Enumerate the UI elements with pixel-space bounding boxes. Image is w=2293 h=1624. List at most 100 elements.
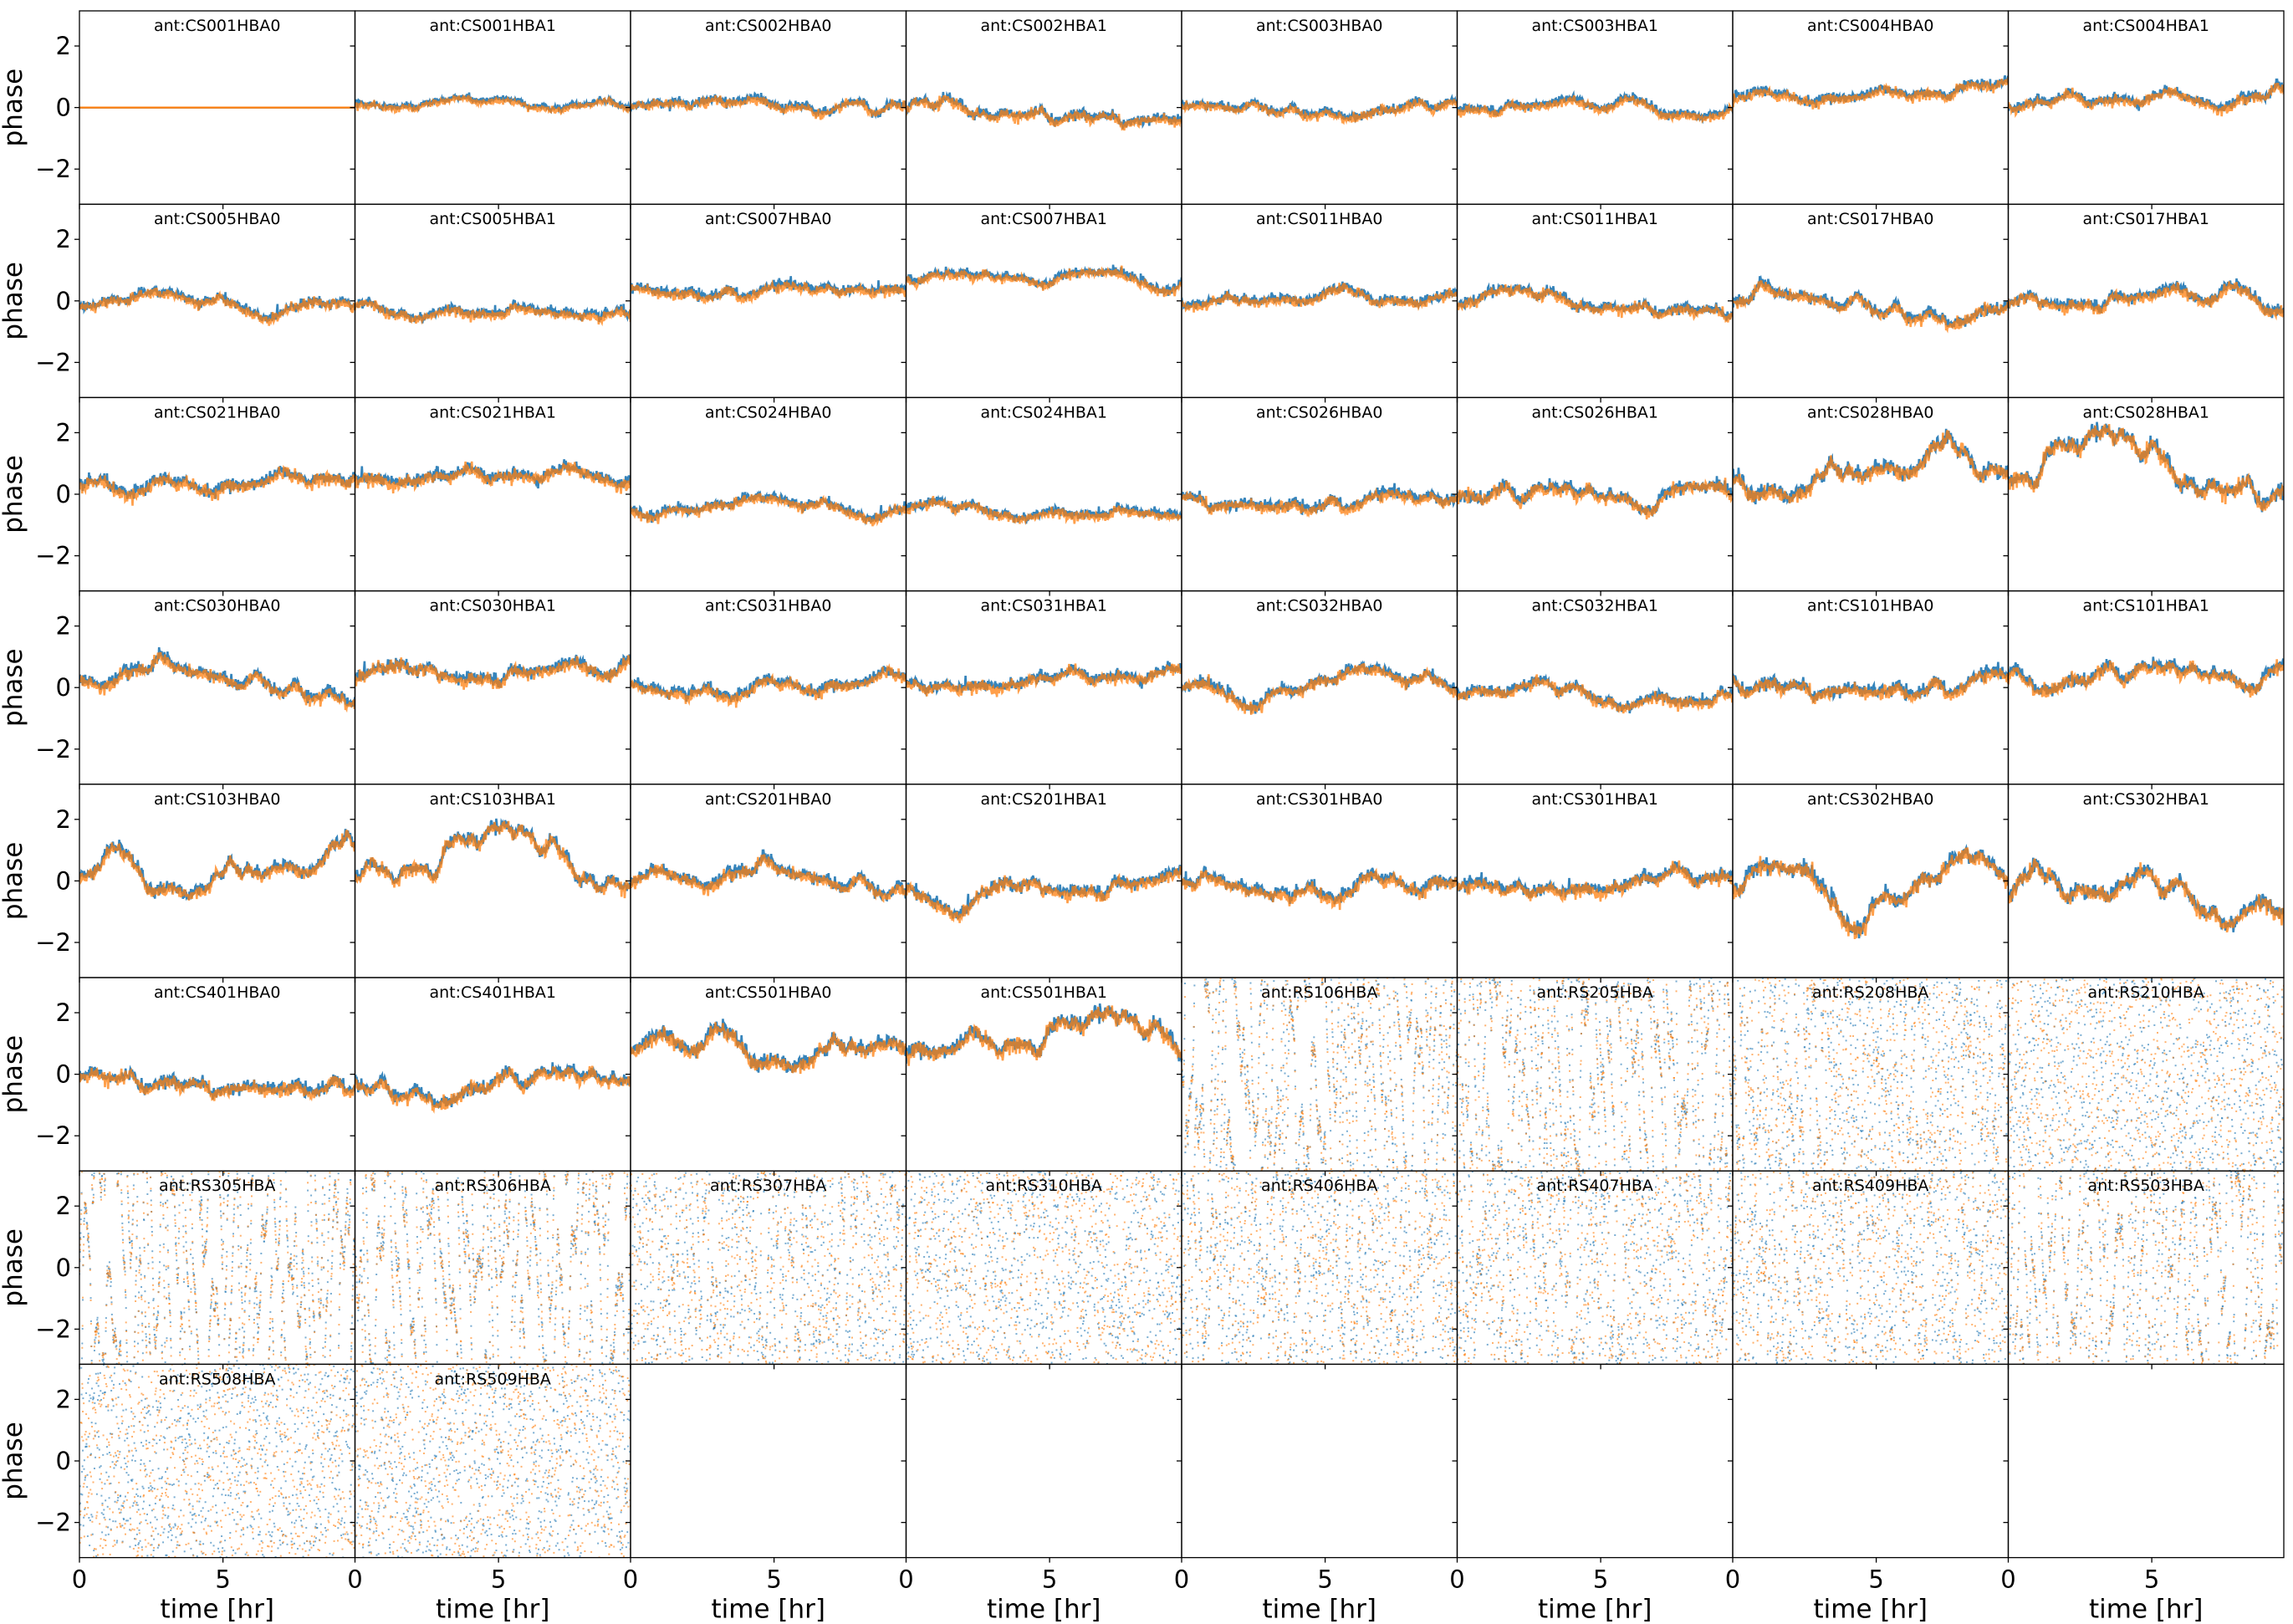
- data-point: [1617, 1007, 1620, 1009]
- data-point: [1982, 1075, 1984, 1077]
- data-point: [1626, 1150, 1628, 1152]
- data-point: [1629, 1147, 1632, 1150]
- data-point: [1350, 989, 1352, 992]
- data-point: [1571, 1049, 1574, 1051]
- data-point: [1967, 1071, 1969, 1074]
- data-point: [1462, 1089, 1464, 1091]
- data-point: [1263, 999, 1265, 1002]
- data-point: [1749, 1047, 1752, 1049]
- data-point: [1837, 1125, 1840, 1127]
- data-point: [1547, 1027, 1550, 1029]
- data-point: [1301, 1117, 1304, 1120]
- data-point: [1549, 1108, 1551, 1111]
- data-point: [1726, 984, 1729, 987]
- data-point: [1994, 1094, 1997, 1096]
- data-point: [1711, 998, 1713, 1000]
- data-point: [1540, 1094, 1542, 1096]
- data-point: [1558, 1089, 1560, 1091]
- data-point: [1406, 1016, 1408, 1019]
- data-point: [1241, 1065, 1244, 1068]
- data-point: [1767, 1158, 1770, 1161]
- data-point: [1725, 1152, 1728, 1155]
- data-point: [1354, 1066, 1356, 1069]
- data-point: [1785, 1042, 1787, 1044]
- data-point: [1207, 988, 1209, 991]
- data-point: [1602, 1071, 1605, 1074]
- data-point: [1969, 1014, 1972, 1016]
- data-point: [1402, 1101, 1404, 1103]
- data-point: [1722, 1098, 1724, 1101]
- data-point: [1387, 1056, 1390, 1059]
- data-point: [1570, 986, 1573, 988]
- data-point: [1260, 983, 1263, 986]
- panel: ant:CS003HBA0: [1177, 10, 1458, 210]
- data-point: [1333, 1083, 1335, 1085]
- data-point: [1705, 1040, 1708, 1043]
- data-point: [1249, 1108, 1251, 1111]
- data-point: [1590, 1081, 1592, 1084]
- data-point: [1451, 978, 1453, 979]
- data-point: [1391, 1113, 1393, 1116]
- data-point: [1489, 1015, 1492, 1018]
- data-point: [1369, 1084, 1371, 1086]
- data-point: [1547, 1019, 1550, 1022]
- data-point: [1737, 1124, 1739, 1126]
- data-point: [1635, 1047, 1637, 1049]
- data-point: [1498, 1157, 1500, 1159]
- data-point: [1433, 1044, 1436, 1047]
- data-point: [1185, 1125, 1187, 1127]
- data-point: [1535, 1047, 1537, 1049]
- data-point: [1389, 1070, 1392, 1072]
- data-point: [1558, 1085, 1560, 1087]
- data-point: [1229, 1138, 1232, 1141]
- data-point: [1444, 1002, 1447, 1004]
- data-point: [1576, 1165, 1579, 1167]
- data-point: [1293, 1037, 1295, 1039]
- series-group: [1457, 673, 1733, 714]
- data-point: [1332, 1059, 1335, 1061]
- data-point: [1729, 1060, 1731, 1062]
- data-point: [1361, 994, 1364, 997]
- data-point: [1831, 1061, 1833, 1064]
- data-point: [1901, 1080, 1903, 1083]
- data-point: [1345, 1065, 1347, 1068]
- data-point: [1697, 1084, 1699, 1086]
- data-point: [1627, 1019, 1629, 1021]
- data-point: [1386, 978, 1388, 979]
- panel: ant:CS031HBA1: [901, 590, 1182, 789]
- panel-title: ant:CS301HBA0: [1256, 790, 1383, 809]
- data-point: [1565, 1155, 1567, 1157]
- data-point: [1425, 1029, 1427, 1031]
- data-point: [1434, 1027, 1437, 1029]
- data-point: [1708, 993, 1710, 996]
- data-point: [1573, 1139, 1575, 1141]
- data-point: [1293, 1039, 1295, 1042]
- data-point: [1300, 1123, 1302, 1126]
- data-point: [1773, 994, 1775, 997]
- data-point: [1213, 1139, 1215, 1141]
- data-point: [1382, 1045, 1385, 1048]
- data-point: [1275, 1113, 1278, 1116]
- data-point: [1653, 1020, 1656, 1023]
- data-point: [1379, 1031, 1381, 1034]
- data-point: [1632, 1058, 1635, 1060]
- data-point: [1598, 1029, 1601, 1031]
- data-point: [1237, 1025, 1239, 1028]
- data-point: [1469, 1143, 1472, 1146]
- data-point: [1241, 1051, 1244, 1054]
- data-point: [1376, 978, 1379, 979]
- data-point: [1465, 1095, 1468, 1098]
- data-point: [1443, 1158, 1445, 1161]
- data-point: [1896, 1001, 1898, 1004]
- data-point: [1669, 1030, 1672, 1033]
- data-point: [1346, 1110, 1348, 1112]
- data-point: [1661, 1103, 1663, 1106]
- data-point: [1434, 1029, 1437, 1031]
- data-point: [1655, 1039, 1657, 1041]
- data-point: [1546, 990, 1549, 993]
- data-point: [1305, 1148, 1308, 1151]
- data-point: [1387, 1004, 1389, 1006]
- data-point: [1219, 1160, 1222, 1162]
- data-point: [1676, 1043, 1678, 1045]
